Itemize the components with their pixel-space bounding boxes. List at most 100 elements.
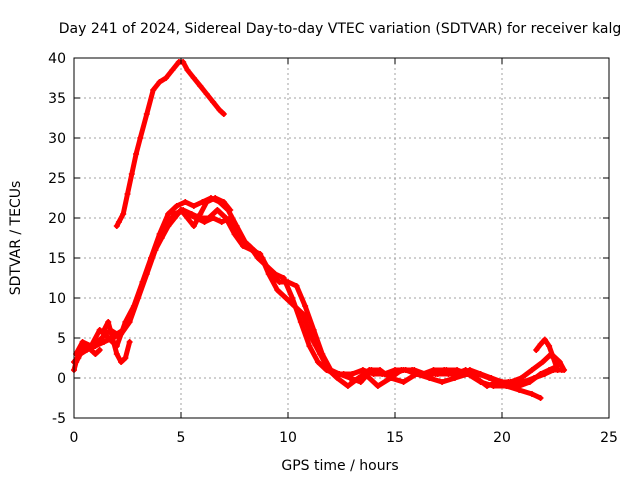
data-point	[516, 387, 523, 393]
data-point	[130, 303, 137, 309]
data-point	[156, 79, 163, 85]
data-point	[374, 383, 381, 389]
data-point	[75, 355, 82, 361]
y-tick-label: 30	[48, 131, 66, 147]
data-point	[205, 215, 212, 221]
data-point	[122, 319, 129, 325]
data-point	[218, 219, 225, 225]
data-point	[533, 347, 540, 353]
data-point	[537, 341, 544, 348]
data-point	[79, 347, 86, 353]
grid-lines	[74, 58, 609, 418]
data-point	[293, 283, 300, 289]
data-point	[554, 367, 561, 373]
data-point	[210, 99, 217, 105]
data-point	[518, 375, 525, 381]
data-point	[182, 199, 189, 205]
data-point	[349, 379, 356, 385]
data-point	[306, 343, 313, 349]
data-point	[137, 135, 144, 141]
data-point	[546, 367, 553, 373]
data-point	[299, 311, 306, 317]
data-point	[212, 195, 219, 201]
x-tick-label: 20	[493, 430, 511, 446]
data-point	[439, 379, 446, 385]
data-point	[150, 87, 157, 93]
data-point	[507, 379, 514, 385]
y-tick-label: 25	[48, 171, 66, 187]
data-point	[184, 67, 191, 73]
data-point	[443, 367, 450, 373]
data-point	[477, 379, 484, 385]
data-point	[282, 295, 289, 301]
data-point	[190, 203, 197, 209]
data-point	[113, 351, 120, 357]
chart-title: Day 241 of 2024, Sidereal Day-to-day VTE…	[59, 21, 621, 37]
data-point	[327, 367, 334, 373]
data-point	[308, 335, 315, 341]
data-point	[222, 215, 229, 221]
data-point	[490, 383, 497, 389]
data-point	[334, 375, 341, 381]
data-point	[259, 255, 266, 261]
data-point	[291, 303, 298, 309]
data-point	[344, 383, 351, 389]
plot-frame	[73, 57, 610, 419]
data-point	[158, 235, 165, 241]
y-tick-label: 20	[48, 211, 66, 227]
data-point	[411, 367, 418, 373]
data-point	[148, 255, 155, 261]
data-point	[267, 271, 274, 277]
data-point	[451, 375, 458, 381]
data-point	[163, 75, 170, 81]
x-tick-label: 25	[600, 430, 618, 446]
series-line-satellite-arc-1	[71, 207, 565, 385]
data-point	[297, 319, 304, 325]
data-point	[92, 351, 99, 357]
data-point	[105, 319, 112, 325]
data-point	[197, 83, 204, 89]
data-point	[203, 199, 210, 205]
series-line-satellite-arc-8	[349, 371, 543, 401]
data-point	[336, 371, 343, 377]
data-point	[413, 371, 420, 377]
data-point	[310, 327, 317, 333]
data-point	[203, 91, 210, 97]
data-point	[165, 211, 172, 217]
data-point	[546, 343, 553, 349]
data-point	[556, 359, 563, 365]
y-tick-label: 10	[48, 291, 66, 307]
data-point	[276, 279, 283, 285]
data-point	[152, 247, 159, 253]
data-point	[233, 223, 240, 229]
data-point	[190, 223, 197, 229]
data-point	[173, 203, 180, 209]
data-point	[100, 327, 107, 333]
data-point	[96, 347, 103, 353]
data-point	[126, 339, 133, 345]
data-point	[214, 207, 221, 213]
data-point	[113, 223, 120, 229]
data-point	[79, 339, 86, 345]
data-point	[197, 211, 204, 217]
data-point	[541, 336, 548, 343]
y-tick-label: 0	[57, 371, 66, 387]
data-point	[302, 303, 309, 309]
data-point	[88, 347, 95, 353]
data-point	[526, 379, 533, 385]
data-point	[220, 199, 227, 205]
data-point	[400, 379, 407, 385]
x-tick-label: 10	[279, 430, 297, 446]
data-point	[128, 171, 135, 177]
data-point	[165, 223, 172, 229]
data-point	[227, 207, 234, 213]
data-point	[387, 375, 394, 381]
x-tick-label: 0	[70, 430, 79, 446]
data-point	[537, 395, 544, 401]
data-point	[118, 359, 125, 365]
y-axis-label: SDTVAR / TECUs	[8, 181, 24, 296]
data-point	[220, 111, 227, 117]
x-tick-label: 5	[177, 430, 186, 446]
